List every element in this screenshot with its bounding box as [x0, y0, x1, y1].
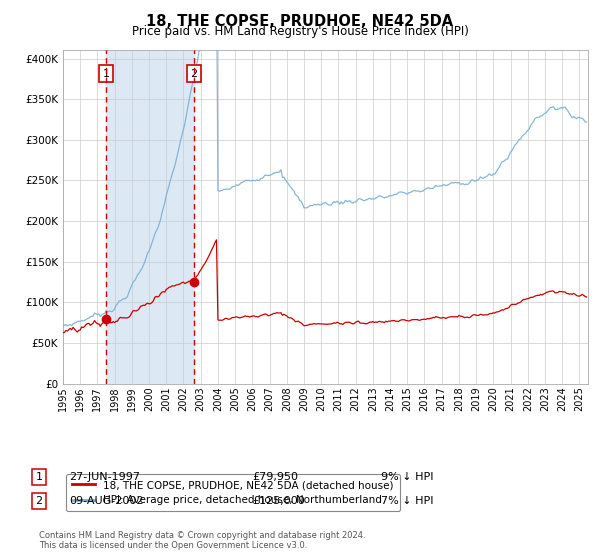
- Text: 2: 2: [190, 69, 197, 79]
- Text: 9% ↓ HPI: 9% ↓ HPI: [381, 472, 433, 482]
- Text: 09-AUG-2002: 09-AUG-2002: [69, 496, 143, 506]
- Text: 27-JUN-1997: 27-JUN-1997: [69, 472, 140, 482]
- Text: 18, THE COPSE, PRUDHOE, NE42 5DA: 18, THE COPSE, PRUDHOE, NE42 5DA: [146, 14, 454, 29]
- Legend: 18, THE COPSE, PRUDHOE, NE42 5DA (detached house), HPI: Average price, detached : 18, THE COPSE, PRUDHOE, NE42 5DA (detach…: [65, 474, 400, 511]
- Text: 1: 1: [35, 472, 43, 482]
- Text: £125,000: £125,000: [252, 496, 305, 506]
- Text: 7% ↓ HPI: 7% ↓ HPI: [381, 496, 433, 506]
- Bar: [106, 50, 194, 384]
- Text: 1: 1: [103, 69, 109, 79]
- Text: Contains HM Land Registry data © Crown copyright and database right 2024.
This d: Contains HM Land Registry data © Crown c…: [39, 530, 365, 550]
- Text: £79,950: £79,950: [252, 472, 298, 482]
- Text: Price paid vs. HM Land Registry's House Price Index (HPI): Price paid vs. HM Land Registry's House …: [131, 25, 469, 38]
- Text: 2: 2: [35, 496, 43, 506]
